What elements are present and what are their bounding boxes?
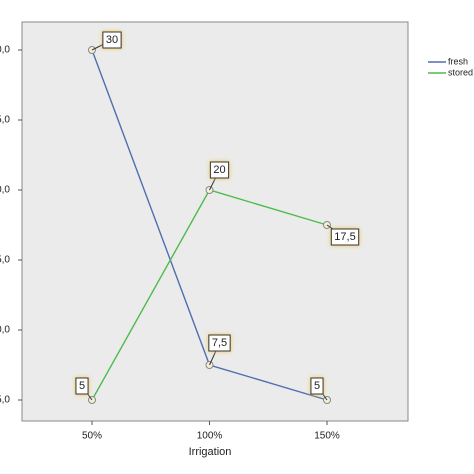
- data-label-box: [102, 31, 122, 49]
- y-tick-label: 10,0: [0, 325, 10, 336]
- data-label: 20: [213, 164, 225, 176]
- legend-label: stored: [448, 67, 473, 77]
- y-tick-label: 15,0: [0, 255, 10, 266]
- data-label: 17,5: [334, 231, 355, 243]
- data-label: 5: [79, 380, 85, 392]
- data-label-box: [209, 161, 230, 179]
- data-label-box: [208, 334, 231, 352]
- x-tick-label: 150%: [314, 431, 340, 442]
- y-tick-label: 30,0: [0, 45, 10, 56]
- data-label-box: [75, 377, 89, 395]
- plot-area: [21, 21, 409, 422]
- legend-label: fresh: [448, 56, 468, 66]
- data-label-box: [330, 228, 360, 246]
- y-tick-label: 20,0: [0, 185, 10, 196]
- y-tick-label: 5,0: [0, 395, 10, 406]
- data-label: 7,5: [212, 337, 227, 349]
- data-label-box: [310, 377, 324, 395]
- x-tick-label: 50%: [82, 431, 102, 442]
- data-label: 30: [106, 34, 118, 46]
- y-tick-label: 25,0: [0, 115, 10, 126]
- x-axis-label: Irrigation: [189, 446, 232, 458]
- data-label: 5: [314, 380, 320, 392]
- x-tick-label: 100%: [197, 431, 223, 442]
